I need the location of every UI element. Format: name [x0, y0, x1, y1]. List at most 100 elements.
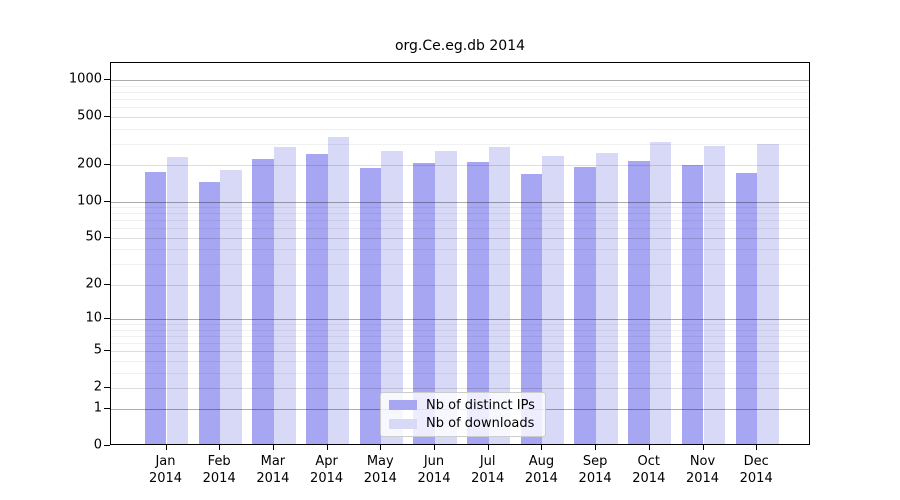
bar-distinct-ips-may — [359, 168, 382, 444]
x-tick-mark-sep — [595, 445, 597, 450]
y-tick-mark-1000 — [104, 79, 110, 80]
y-tick-label-50: 50 — [85, 229, 102, 245]
month-name: Mar — [260, 454, 286, 469]
y-tick-label-2: 2 — [93, 379, 102, 395]
y-tick-mark-500 — [104, 115, 110, 117]
month-name: Nov — [689, 454, 716, 469]
bar-downloads-jul — [488, 146, 511, 444]
y-tick-label-0: 0 — [93, 437, 102, 453]
month-year: 2014 — [685, 471, 720, 486]
month-name: Jan — [155, 454, 176, 469]
bar-downloads-jun — [435, 150, 457, 444]
month-year: 2014 — [310, 471, 344, 486]
y-tick-label-500: 500 — [77, 108, 102, 124]
month-name: Sep — [582, 454, 608, 469]
bar-downloads-feb — [220, 169, 242, 444]
legend-item-label: Nb of distinct IPs — [426, 397, 535, 413]
x-tick-label-jan: Jan 2014 — [136, 453, 196, 487]
y-tick-mark-2 — [104, 386, 110, 388]
y-tick-mark-0 — [104, 445, 110, 446]
month-name: Jul — [479, 454, 496, 469]
month-year: 2014 — [524, 471, 558, 486]
x-tick-mark-feb — [219, 445, 221, 450]
bar-downloads-oct — [649, 142, 672, 444]
bar-distinct-ips-jun — [413, 163, 435, 444]
month-name: Aug — [528, 454, 555, 469]
y-tick-mark-100 — [104, 200, 110, 202]
x-tick-mark-nov — [702, 445, 704, 450]
y-tick-label-100: 100 — [77, 193, 102, 208]
month-year: 2014 — [632, 471, 666, 486]
x-tick-mark-oct — [648, 445, 650, 450]
bar-distinct-ips-jul — [467, 161, 489, 444]
bar-distinct-ips-mar — [252, 159, 274, 444]
month-year: 2014 — [471, 471, 505, 486]
x-tick-mark-jul — [487, 445, 489, 450]
y-tick-mark-5 — [104, 350, 110, 352]
bars-layer — [111, 63, 809, 444]
bar-distinct-ips-sep — [574, 166, 597, 444]
x-tick-mark-jun — [434, 445, 435, 450]
bar-distinct-ips-nov — [681, 165, 704, 444]
legend-item-downloads: Nb of downloads — [389, 416, 537, 431]
month-year: 2014 — [148, 471, 183, 486]
bar-distinct-ips-oct — [628, 161, 650, 444]
legend-swatch-distinct-ips — [389, 400, 417, 411]
x-tick-mark-apr — [326, 445, 328, 450]
y-tick-label-1000: 1000 — [68, 71, 102, 87]
legend-item-label: Nb of downloads — [426, 416, 535, 432]
y-tick-label-20: 20 — [85, 276, 102, 292]
x-tick-label-jun: Jun 2014 — [404, 453, 464, 487]
chart-title: org.Ce.eg.db 2014 — [394, 38, 526, 54]
month-name: Jun — [423, 454, 445, 469]
y-tick-label-10: 10 — [85, 310, 102, 326]
x-tick-mark-mar — [272, 445, 274, 450]
x-tick-label-apr: Apr 2014 — [297, 453, 357, 487]
legend: Nb of distinct IPs Nb of downloads — [380, 392, 546, 437]
x-tick-label-jul: Jul 2014 — [458, 453, 518, 487]
x-tick-label-sep: Sep 2014 — [565, 453, 625, 487]
month-year: 2014 — [256, 471, 290, 486]
bar-downloads-aug — [542, 155, 565, 444]
x-tick-label-mar: Mar 2014 — [243, 453, 303, 487]
bar-distinct-ips-aug — [520, 174, 543, 444]
x-tick-label-may: May 2014 — [350, 453, 410, 487]
month-name: May — [366, 454, 394, 469]
month-year: 2014 — [739, 471, 773, 486]
x-tick-label-aug: Aug 2014 — [511, 453, 571, 487]
x-tick-label-dec: Dec 2014 — [726, 453, 786, 487]
x-tick-mark-jan — [165, 445, 167, 450]
y-tick-mark-20 — [104, 283, 110, 285]
bar-downloads-sep — [596, 153, 618, 444]
y-tick-mark-10 — [104, 318, 110, 319]
x-tick-label-nov: Nov 2014 — [673, 453, 733, 487]
y-tick-label-200: 200 — [77, 156, 102, 172]
y-tick-mark-50 — [104, 236, 110, 238]
legend-swatch-downloads — [389, 418, 417, 429]
bar-downloads-dec — [757, 144, 779, 444]
x-tick-mark-may — [380, 445, 382, 450]
bar-downloads-apr — [327, 137, 350, 444]
x-tick-label-oct: Oct 2014 — [619, 453, 679, 487]
legend-item-distinct-ips: Nb of distinct IPs — [389, 398, 537, 413]
bar-downloads-mar — [273, 146, 296, 444]
month-year: 2014 — [202, 471, 236, 486]
x-tick-label-feb: Feb 2014 — [189, 453, 249, 487]
month-year: 2014 — [417, 471, 451, 486]
y-tick-label-1: 1 — [93, 400, 102, 416]
month-name: Apr — [315, 454, 338, 469]
month-name: Feb — [207, 454, 231, 469]
bar-distinct-ips-apr — [305, 154, 328, 444]
bar-distinct-ips-jan — [144, 171, 167, 444]
plot-area — [110, 62, 810, 445]
month-year: 2014 — [578, 471, 612, 486]
bar-distinct-ips-dec — [735, 172, 758, 444]
bar-distinct-ips-feb — [198, 181, 221, 444]
month-name: Dec — [743, 454, 769, 469]
month-year: 2014 — [363, 471, 397, 486]
y-tick-label-5: 5 — [93, 342, 102, 358]
y-tick-mark-1 — [104, 408, 110, 410]
bar-downloads-jan — [166, 157, 189, 444]
bar-downloads-nov — [703, 146, 726, 444]
